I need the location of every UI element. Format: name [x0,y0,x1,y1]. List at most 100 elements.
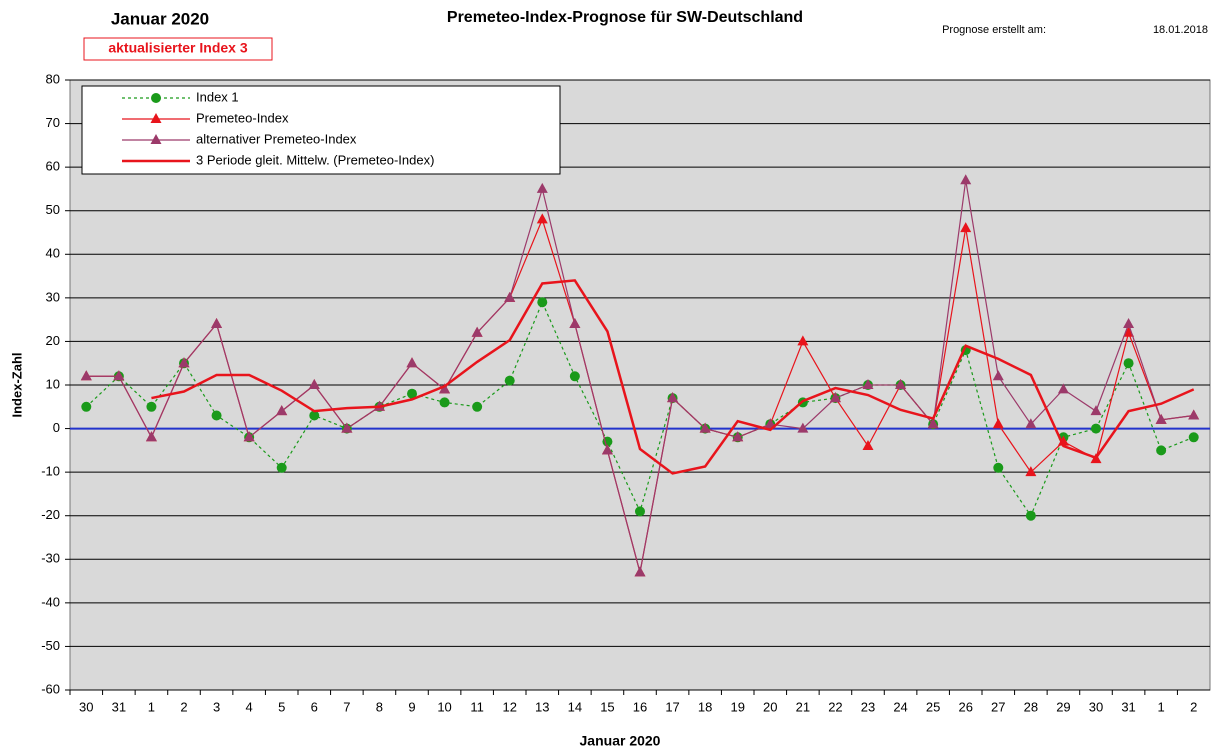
y-tick-label: 0 [53,420,60,435]
point [862,379,874,389]
point [732,431,744,442]
x-tick-label: 5 [278,699,285,714]
point [895,379,907,389]
x-tick-label: 17 [665,699,679,714]
x-tick-label: 30 [1089,699,1103,714]
point [960,222,972,233]
x-tick-label: 22 [828,699,842,714]
x-tick-label: 20 [763,699,777,714]
point [504,291,516,302]
x-tick-label: 31 [1121,699,1135,714]
point [536,213,548,224]
point [504,375,515,386]
point [992,418,1004,429]
point [1025,466,1037,477]
point [927,418,939,429]
note-date: 18.01.2018 [1153,24,1208,36]
annotation: aktualisierter Index 3 [108,40,248,56]
point [797,422,809,433]
point [472,401,483,412]
x-tick-label: 2 [180,699,187,714]
legend-marker [150,134,162,144]
point [1123,358,1134,369]
point [439,397,450,408]
y-tick-label: -60 [41,681,60,696]
x-tick-label: 26 [958,699,972,714]
legend-label: Premeteo-Index [196,110,289,125]
x-tick-label: 31 [112,699,126,714]
y-axis-label: Index-Zahl [9,352,24,417]
point [1188,432,1199,443]
x-tick-label: 11 [470,699,484,714]
point [1057,383,1069,394]
point [211,410,222,421]
point [569,318,581,328]
point [276,462,287,473]
y-tick-label: -10 [41,464,60,479]
x-tick-label: 1 [148,699,155,714]
subtitle: Januar 2020 [111,9,209,28]
x-tick-label: 18 [698,699,712,714]
y-tick-label: 20 [46,333,60,348]
legend: Index 1 Premeteo-Index alternativer Premet… [81,85,561,175]
point [243,431,255,442]
point [276,405,288,416]
point [601,444,613,455]
y-tick-label: 40 [46,246,60,261]
point [145,431,157,442]
y-tick-label: -50 [41,638,60,653]
y-tick-label: 80 [46,71,60,86]
point [764,418,776,429]
point [407,388,417,399]
point [113,370,125,381]
y-tick-label: -40 [41,594,60,609]
x-tick-label: 4 [246,699,253,714]
legend-marker [151,93,161,103]
y-tick-label: -20 [41,507,60,522]
x-tick-label: 12 [502,699,516,714]
point [1155,413,1167,424]
x-tick-label: 28 [1024,699,1038,714]
x-tick-label: 23 [861,699,875,714]
legend-marker [150,113,162,123]
point [1025,510,1036,521]
x-tick-label: 3 [213,699,220,714]
point [81,401,92,412]
x-tick-label: 24 [893,699,907,714]
x-tick-label: 16 [633,699,647,714]
x-tick-label: 14 [568,699,582,714]
point [862,440,874,450]
legend-label: 3 Periode gleit. Mittelw. (Premeteo-Inde… [196,152,434,167]
point [635,506,645,517]
x-tick-label: 19 [730,699,744,714]
point [1091,423,1101,434]
x-axis-label: Januar 2020 [580,733,661,749]
point [536,182,548,193]
x-tick-label: 7 [343,699,350,714]
point [569,371,580,382]
x-tick-label: 15 [600,699,614,714]
point [1156,445,1167,456]
point [1025,418,1037,429]
x-tick-label: 10 [437,699,451,714]
point [1090,405,1102,416]
point [341,422,353,433]
x-tick-label: 30 [79,699,93,714]
x-tick-label: 29 [1056,699,1070,714]
chart-title: Premeteo-Index-Prognose für SW-Deutschla… [447,9,803,26]
y-tick-label: 50 [46,202,60,217]
point [699,422,711,433]
point [1123,318,1135,328]
point [1057,435,1069,446]
legend-label: alternativer Premeteo-Index [196,131,357,146]
point [439,383,451,394]
x-tick-label: 1 [1158,699,1165,714]
y-tick-label: 70 [46,115,60,130]
point [829,392,841,403]
point [797,335,809,346]
x-tick-label: 2 [1190,699,1197,714]
point [146,401,157,412]
x-tick-label: 9 [408,699,415,714]
x-tick-label: 6 [311,699,318,714]
